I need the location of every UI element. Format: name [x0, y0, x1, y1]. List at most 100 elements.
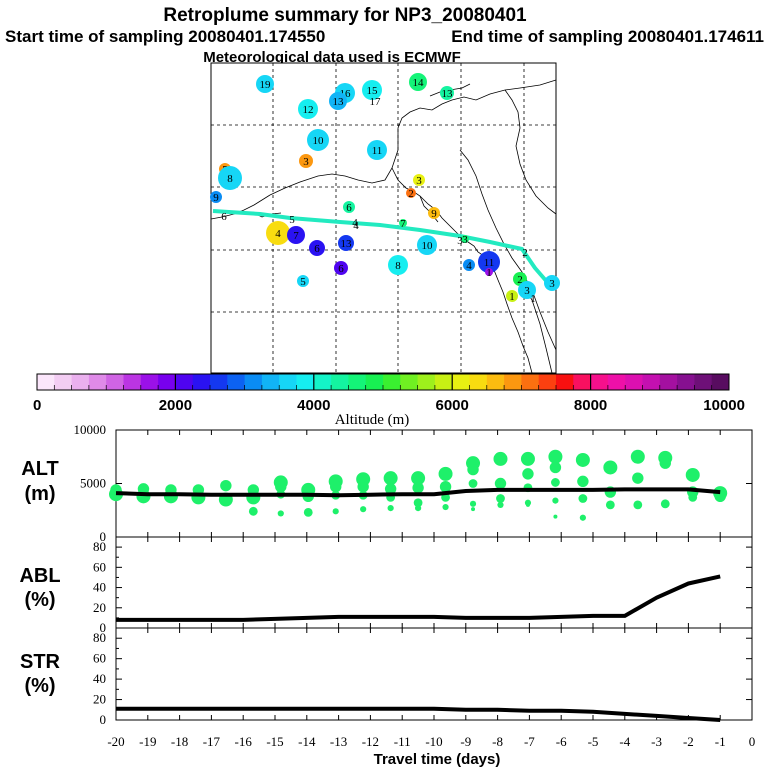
- cluster-dot: [266, 221, 290, 245]
- x-tick-label: -13: [330, 734, 347, 749]
- alt-scatter-point: [330, 481, 342, 493]
- panel-unit: (%): [24, 589, 55, 611]
- alt-scatter-point: [137, 483, 150, 495]
- alt-scatter-point: [332, 508, 339, 515]
- x-tick-label: -6: [556, 734, 567, 749]
- cluster-label: 16: [340, 88, 352, 100]
- alt-scatter-point: [275, 481, 287, 493]
- colorbar-cell: [331, 374, 349, 390]
- alt-scatter-point: [688, 493, 698, 502]
- cluster-dot: [307, 129, 329, 151]
- cluster-dot: [544, 275, 560, 291]
- cluster-label: 4: [466, 260, 472, 272]
- panel-unit: (%): [24, 675, 55, 697]
- colorbar-cell: [296, 374, 315, 390]
- alt-scatter-point: [412, 482, 424, 494]
- colorbar-cell: [106, 374, 124, 390]
- cluster-dot: [329, 92, 347, 110]
- cluster-label: 7: [400, 218, 406, 230]
- start-time-title: Start time of sampling 20080401.174550: [5, 27, 325, 46]
- cluster-label: 4: [275, 228, 281, 240]
- colorbar-cell: [175, 374, 194, 390]
- colorbar-cell: [383, 374, 401, 390]
- colorbar-cell: [140, 374, 159, 390]
- y-tick-label: 40: [93, 580, 106, 595]
- colorbar-tick-label: 8000: [574, 397, 607, 414]
- cluster-points: 1916151713141312101135893264761386105114…: [210, 73, 560, 303]
- alt-scatter-point: [493, 451, 508, 466]
- cluster-label: 8: [227, 173, 233, 185]
- map-gridlines: [211, 63, 556, 373]
- colorbar-tick-label: 0: [33, 397, 41, 414]
- abl-panel: 0 20 40 60 80 ABL(%): [19, 536, 753, 635]
- colorbar-cell: [590, 374, 609, 390]
- colorbar-cell: [400, 374, 419, 390]
- colorbar-cell: [659, 374, 678, 390]
- colorbar-cell: [642, 374, 661, 390]
- cluster-dot: [367, 140, 387, 160]
- cluster-dot: [299, 154, 313, 168]
- track-day-label: 5: [289, 214, 295, 226]
- y-tick-label: 60: [93, 651, 106, 666]
- series-line: [116, 574, 721, 622]
- panel-name: ABL: [19, 565, 60, 587]
- cluster-dot: [440, 86, 454, 100]
- colorbar-cell: [625, 374, 643, 390]
- cluster-label: 9: [431, 208, 437, 220]
- alt-scatter-point: [630, 449, 645, 464]
- y-tick-label: 60: [93, 559, 106, 574]
- cluster-label: 13: [333, 96, 345, 108]
- x-tick-label: -8: [492, 734, 503, 749]
- cluster-label: 5: [300, 276, 306, 288]
- colorbar-cell: [504, 374, 522, 390]
- cluster-label: 1: [509, 291, 515, 303]
- alt-scatter-point: [415, 505, 422, 512]
- alt-scatter-point: [548, 449, 563, 464]
- alt-scatter-point: [277, 510, 284, 517]
- alt-scatter-point: [303, 507, 313, 517]
- colorbar-cell: [486, 374, 505, 390]
- panel-frame: [115, 627, 753, 721]
- track-day-label: 4: [353, 220, 359, 232]
- cluster-label: 4: [352, 217, 358, 229]
- colorbar-cell: [434, 374, 453, 390]
- colorbar-cell: [677, 374, 695, 390]
- alt-scatter-point: [603, 460, 618, 475]
- alt-scatter-point: [549, 461, 562, 474]
- alt-scatter-point: [468, 479, 478, 488]
- alt-scatter-point: [438, 466, 453, 481]
- alt-scatter-point: [633, 500, 643, 510]
- cluster-dot: [506, 290, 518, 302]
- colorbar-cell: [607, 374, 626, 390]
- alt-scatter-point: [520, 451, 535, 466]
- colorbar-cell: [469, 374, 488, 390]
- alt-scatter-point: [220, 479, 232, 492]
- alt-scatter-point: [685, 467, 700, 482]
- main-title: Retroplume summary for NP3_20080401: [163, 5, 527, 26]
- colorbar-cell: [556, 374, 574, 390]
- cluster-dot: [388, 255, 408, 275]
- x-tick-label: -15: [266, 734, 283, 749]
- y-tick-label: 10000: [74, 422, 107, 437]
- cluster-label: 14: [413, 77, 425, 89]
- y-tick-label: 5000: [80, 476, 106, 491]
- cluster-dot: [256, 75, 274, 93]
- cluster-dot: [413, 174, 425, 186]
- colorbar-cell: [192, 374, 211, 390]
- x-tick-label: -19: [139, 734, 156, 749]
- alt-scatter-point: [383, 471, 398, 486]
- alt-scatter-point: [660, 499, 670, 509]
- colorbar-cell: [71, 374, 90, 390]
- cluster-dot: [218, 166, 242, 190]
- alt-scatter-point: [248, 506, 258, 516]
- cluster-dot: [362, 80, 382, 100]
- cluster-label: 9: [213, 192, 219, 204]
- cluster-label: 19: [260, 79, 272, 91]
- x-axis-label: Travel time (days): [374, 751, 501, 768]
- y-tick-label: 40: [93, 671, 106, 686]
- alt-scatter-point: [360, 506, 367, 513]
- cluster-dot: [297, 275, 309, 287]
- colorbar-title: Altitude (m): [335, 412, 410, 428]
